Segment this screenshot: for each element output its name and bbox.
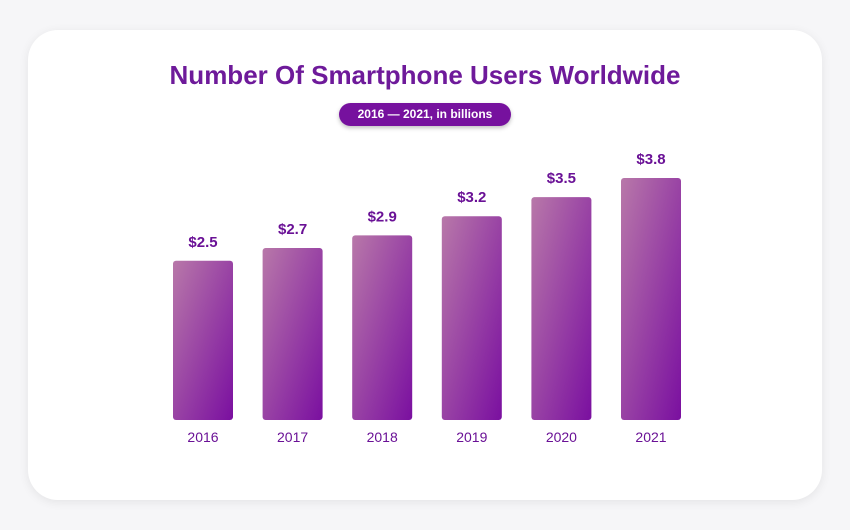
bar-value-label: $2.7: [278, 221, 307, 238]
bar-2019: [441, 216, 502, 420]
bar-2017: [262, 248, 323, 420]
bar-value-label: $2.9: [368, 208, 397, 225]
bars-group: $2.5 2016 $2.7 2017 $2.9 2018 $3.2 2019 $3.5 2020…: [173, 151, 681, 445]
x-tick-label: 2017: [277, 429, 308, 445]
bar-value-label: $3.5: [547, 170, 576, 187]
bar-2016: [173, 260, 233, 420]
chart-title: Number Of Smartphone Users Worldwide: [169, 60, 681, 90]
bar-2018: [352, 235, 413, 420]
bar-2021: [621, 178, 681, 420]
bar-2020: [531, 197, 592, 420]
bar-value-label: $3.8: [636, 151, 665, 168]
bar-value-label: $2.5: [188, 234, 217, 251]
bar-value-label: $3.2: [457, 189, 486, 206]
subtitle-badge: 2016 — 2021, in billions: [339, 103, 511, 126]
x-tick-label: 2018: [367, 429, 398, 445]
x-tick-label: 2016: [187, 429, 218, 445]
x-tick-label: 2019: [456, 429, 487, 445]
x-tick-label: 2020: [546, 429, 577, 445]
x-tick-label: 2021: [635, 429, 666, 445]
